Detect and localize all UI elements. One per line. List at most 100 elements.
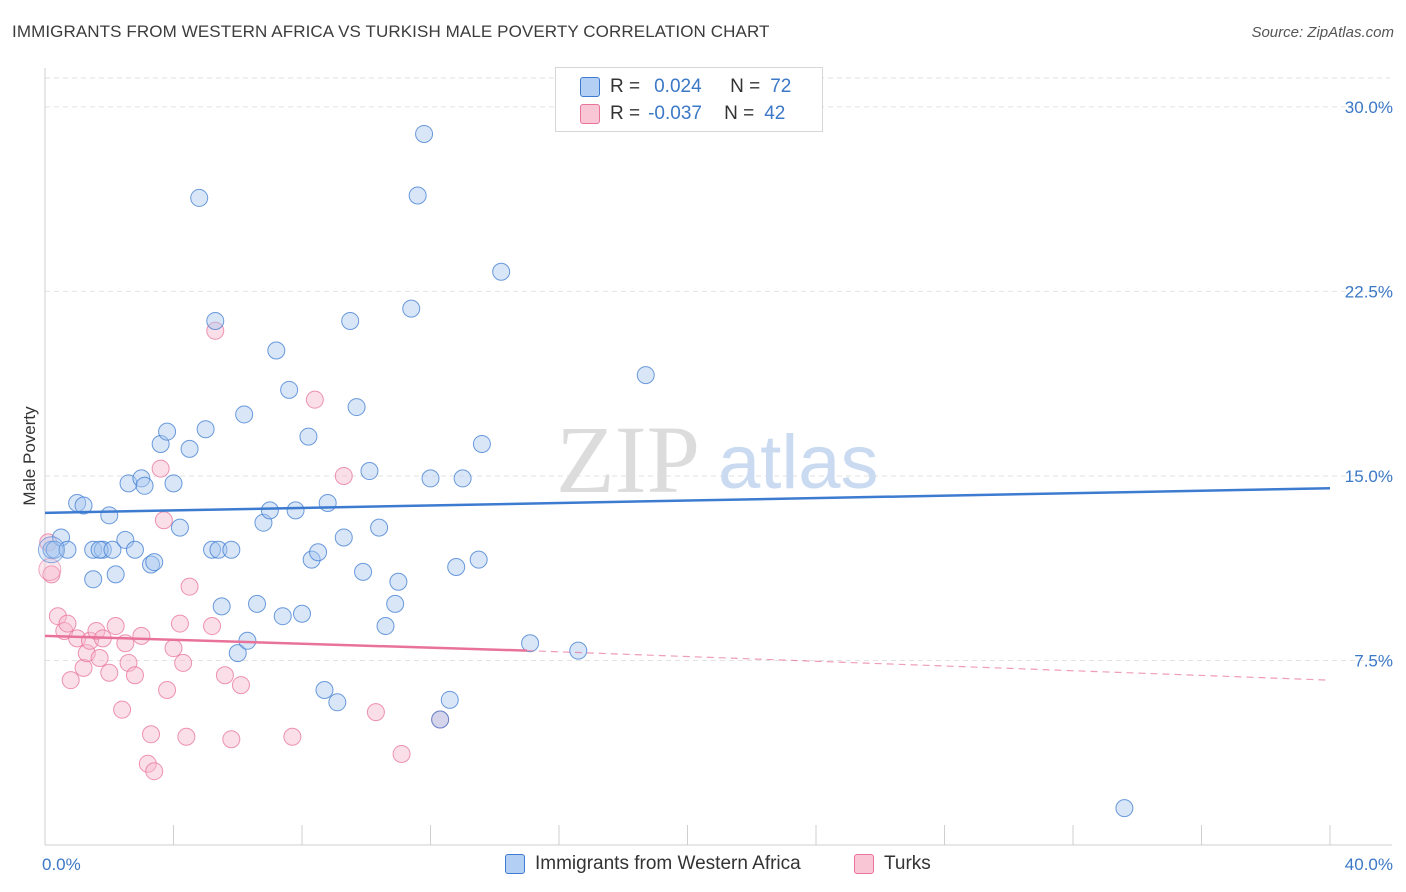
data-point-western-africa <box>222 540 241 559</box>
data-point-turks <box>392 744 411 763</box>
watermark-zip: ZIP <box>556 406 700 513</box>
data-point-western-africa <box>145 553 164 572</box>
data-point-western-africa <box>293 604 311 623</box>
data-point-turks <box>158 681 177 699</box>
data-point-turks <box>174 653 193 672</box>
data-point-western-africa <box>334 528 353 547</box>
data-point-western-africa <box>280 380 299 399</box>
data-point-western-africa <box>315 681 334 699</box>
data-point-western-africa <box>196 420 215 439</box>
data-point-western-africa <box>103 540 122 559</box>
data-point-turks <box>203 617 222 636</box>
series-western-africa <box>37 124 1134 818</box>
data-point-western-africa <box>408 186 427 205</box>
data-point-turks <box>215 666 234 685</box>
legend-r-label: R = <box>610 76 641 97</box>
data-point-turks <box>113 700 132 719</box>
data-point-western-africa <box>421 469 440 488</box>
data-point-turks <box>164 639 183 658</box>
data-point-western-africa <box>170 518 189 537</box>
data-point-western-africa <box>360 462 379 481</box>
legend-r-value: -0.037 <box>648 103 702 124</box>
data-point-western-africa <box>190 188 209 207</box>
data-point-turks <box>74 658 93 677</box>
data-point-turks <box>58 614 77 633</box>
data-point-western-africa <box>376 617 395 636</box>
data-point-turks <box>305 390 324 409</box>
y-tick-label: 30.0% <box>1345 98 1393 117</box>
data-point-western-africa <box>100 506 119 525</box>
data-point-turks <box>231 676 250 695</box>
data-point-turks <box>170 614 189 633</box>
data-point-western-africa <box>84 570 103 589</box>
data-point-turks <box>145 762 164 781</box>
data-point-western-africa <box>267 341 286 360</box>
data-point-western-africa <box>84 540 103 559</box>
axes <box>44 68 1392 846</box>
data-point-turks <box>87 621 106 640</box>
source-label: Source: ZipAtlas.com <box>1251 24 1394 41</box>
data-point-western-africa <box>569 641 588 660</box>
data-point-western-africa <box>440 690 459 709</box>
data-point-western-africa <box>158 422 177 441</box>
data-point-western-africa <box>415 124 434 143</box>
data-point-turks <box>334 466 353 485</box>
data-point-western-africa <box>74 496 93 515</box>
data-point-western-africa <box>209 540 228 559</box>
x-tick-label: 0.0% <box>42 855 81 874</box>
legend-n-value: 42 <box>764 103 786 124</box>
correlation-legend: R = 0.024 N = 72 R = -0.037 N = 42 <box>555 67 823 132</box>
data-point-western-africa <box>206 311 225 330</box>
data-point-western-africa <box>636 366 655 385</box>
legend-n-label: N = <box>724 103 755 124</box>
data-point-western-africa <box>228 644 247 663</box>
x-tick-label: 40.0% <box>1345 855 1393 874</box>
data-point-western-africa <box>248 594 267 613</box>
data-point-western-africa <box>453 469 472 488</box>
data-point-western-africa <box>492 262 511 281</box>
data-point-western-africa <box>402 299 421 318</box>
data-point-western-africa <box>286 501 305 520</box>
data-point-western-africa <box>203 540 222 559</box>
legend-row-turks: R = -0.037 N = 42 <box>580 102 785 126</box>
trend-line-turks <box>44 634 527 652</box>
bottom-legend-western-africa: Immigrants from Western Africa <box>505 852 801 876</box>
data-point-western-africa <box>328 693 347 712</box>
trend-line-turks-extrapolated <box>526 650 1331 681</box>
data-point-western-africa <box>347 398 366 417</box>
trend-line-western-africa <box>44 487 1331 515</box>
data-point-western-africa <box>309 543 328 562</box>
data-point-turks <box>61 671 80 690</box>
watermark-atlas: atlas <box>718 420 879 505</box>
data-point-western-africa <box>386 594 405 613</box>
data-point-western-africa <box>45 540 64 559</box>
data-point-western-africa <box>135 476 154 495</box>
data-point-western-africa <box>164 474 183 493</box>
data-point-turks <box>283 727 302 746</box>
data-point-western-africa <box>447 557 466 576</box>
data-point-western-africa <box>370 518 389 537</box>
data-point-turks <box>132 626 151 645</box>
y-axis-label: Male Poverty <box>20 406 39 506</box>
bottom-legend-label: Immigrants from Western Africa <box>535 853 801 874</box>
data-point-western-africa <box>125 540 144 559</box>
data-point-western-africa <box>469 550 488 569</box>
legend-r-value: 0.024 <box>654 76 702 97</box>
data-point-western-africa <box>389 572 408 591</box>
y-tick-label: 22.5% <box>1345 282 1393 301</box>
data-point-western-africa <box>90 540 109 559</box>
trend-lines <box>44 487 1331 681</box>
data-point-western-africa <box>299 427 318 446</box>
legend-n-value: 72 <box>770 76 792 97</box>
data-point-turks <box>180 577 199 596</box>
bottom-legend-swatch-blue <box>505 854 525 874</box>
data-point-turks <box>154 511 173 530</box>
data-point-western-africa <box>142 555 161 574</box>
legend-row-western-africa: R = 0.024 N = 72 <box>580 75 791 99</box>
data-point-turks <box>366 703 385 722</box>
data-point-western-africa <box>354 562 373 581</box>
data-point-western-africa <box>273 607 292 626</box>
data-point-turks <box>138 754 157 773</box>
data-point-western-africa <box>341 311 360 330</box>
